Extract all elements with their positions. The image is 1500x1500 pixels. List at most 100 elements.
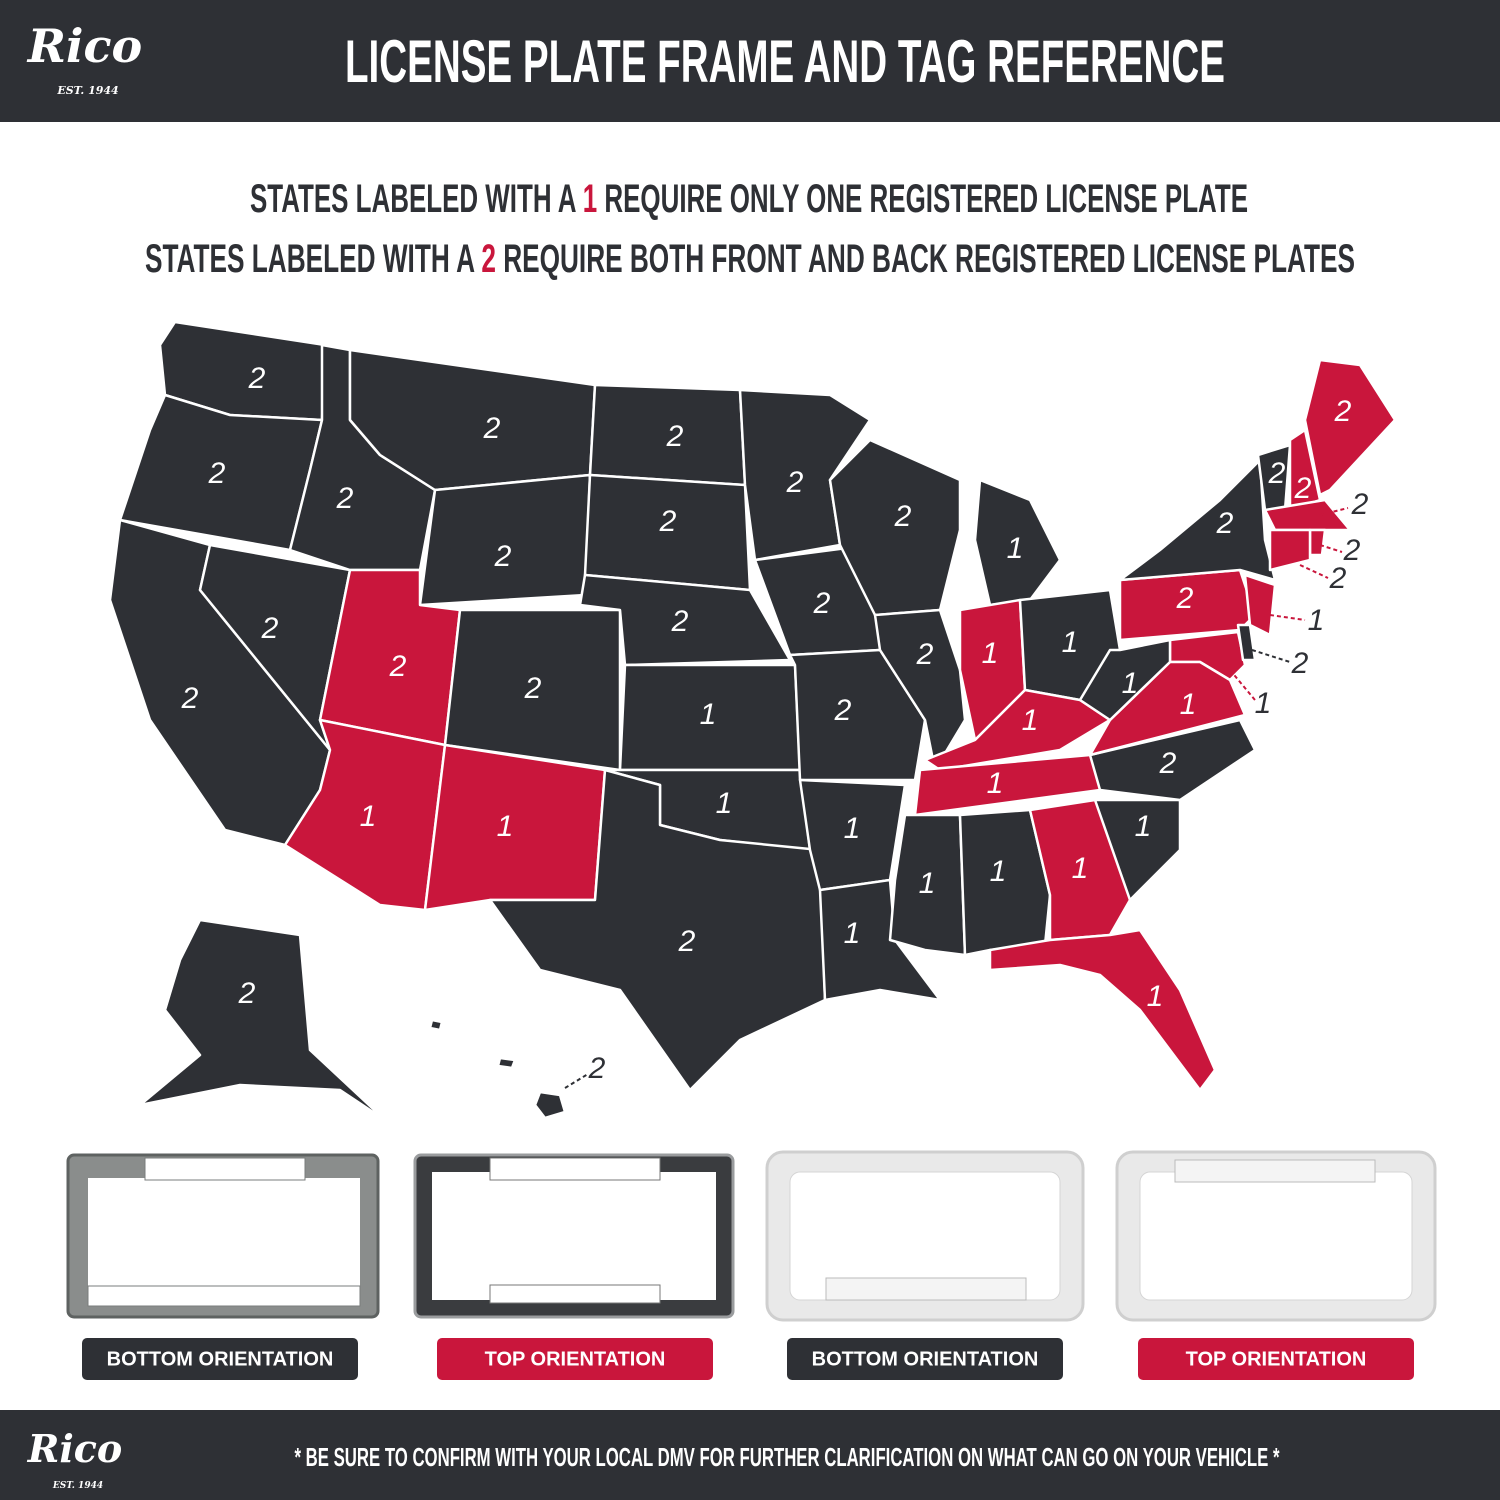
state-label: 2 <box>494 540 512 573</box>
state-label: 2 <box>483 412 501 445</box>
state-label: 2 <box>1294 472 1312 505</box>
leader-line <box>1251 649 1291 663</box>
leader-line <box>564 1073 589 1089</box>
state-shape <box>428 1018 444 1032</box>
state-label: 2 <box>336 482 354 515</box>
leader-line <box>1269 614 1306 621</box>
state-label: 1 <box>1308 604 1325 637</box>
legend-number: 1 <box>583 177 597 221</box>
state-label: 1 <box>716 787 733 820</box>
state-label: 2 <box>666 420 684 453</box>
leader-line <box>1319 507 1349 516</box>
state-label: 1 <box>1122 667 1139 700</box>
state-label: 1 <box>1072 852 1089 885</box>
state-label: 2 <box>1351 488 1369 521</box>
state-label: 2 <box>261 612 279 645</box>
frame-photo <box>66 1153 380 1319</box>
legend-text: STATES LABELED WITH A <box>250 177 576 221</box>
logo-est: EST. 1944 <box>52 1481 103 1491</box>
frame-photo <box>1115 1150 1437 1322</box>
caption: BOTTOM ORIENTATION <box>107 1348 334 1370</box>
legend-number: 2 <box>481 237 496 281</box>
state-shape <box>1093 798 1182 902</box>
state-label: 2 <box>1329 562 1347 595</box>
footer-note: * BE SURE TO CONFIRM WITH YOUR LOCAL DMV… <box>295 1442 1281 1472</box>
state-shape <box>1308 528 1327 557</box>
state-label: 1 <box>700 698 717 731</box>
state-shape <box>138 918 387 1122</box>
frame-photos <box>66 1150 1437 1322</box>
state-shape <box>496 1056 517 1070</box>
state-shape <box>423 743 607 912</box>
state-label: 2 <box>588 1052 606 1085</box>
state-label: 2 <box>1343 534 1361 567</box>
state-label: 1 <box>844 812 861 845</box>
state-label: 2 <box>1216 507 1234 540</box>
state-shape <box>1078 638 1172 722</box>
state-shape <box>1268 528 1312 572</box>
state-shape <box>1263 498 1352 532</box>
state-label: 2 <box>208 457 226 490</box>
state-shape <box>828 438 962 617</box>
state-label: 1 <box>844 917 861 950</box>
state-label: 1 <box>982 637 999 670</box>
state-shape <box>533 1090 567 1120</box>
state-shape <box>1118 458 1277 582</box>
state-label: 2 <box>1176 582 1194 615</box>
state-label: 2 <box>786 466 804 499</box>
state-shape <box>1243 573 1277 637</box>
leader-line <box>1319 544 1343 553</box>
footer-bar <box>0 1410 1500 1500</box>
state-label: 2 <box>916 638 934 671</box>
state-label: 1 <box>1147 980 1164 1013</box>
state-label: 2 <box>671 605 689 638</box>
state-label: 2 <box>834 694 852 727</box>
captions: BOTTOM ORIENTATION TOP ORIENTATION BOTTO… <box>82 1338 1414 1380</box>
state-label: 2 <box>659 505 677 538</box>
state-label: 1 <box>987 767 1004 800</box>
caption: TOP ORIENTATION <box>485 1348 666 1370</box>
caption: TOP ORIENTATION <box>1186 1348 1367 1370</box>
state-label: 1 <box>1255 687 1272 720</box>
state-label: 1 <box>1007 532 1024 565</box>
frame-photo <box>413 1153 735 1319</box>
state-label: 2 <box>894 500 912 533</box>
state-shape <box>988 928 1217 1092</box>
caption-box <box>1138 1338 1414 1380</box>
state-label: 2 <box>678 925 696 958</box>
header-bar <box>0 0 1500 122</box>
logo: Rico <box>27 1426 123 1471</box>
state-label: 1 <box>919 867 936 900</box>
logo-est: EST. 1944 <box>56 84 118 97</box>
legend-line: STATES LABELED WITH A 2 REQUIRE BOTH FRO… <box>145 237 1355 281</box>
logo: Rico <box>26 19 142 73</box>
title: LICENSE PLATE FRAME AND TAG REFERENCE <box>345 28 1225 95</box>
state-label: 1 <box>360 800 377 833</box>
state-shape <box>818 878 942 1002</box>
state-label: 2 <box>1268 457 1286 490</box>
state-shape <box>1303 358 1397 497</box>
state-label: 2 <box>248 362 266 395</box>
state-shape <box>1088 718 1257 802</box>
state-label: 1 <box>497 810 514 843</box>
state-label: 2 <box>389 650 407 683</box>
caption: BOTTOM ORIENTATION <box>812 1348 1039 1370</box>
state-shape <box>873 608 967 772</box>
state-label: 2 <box>1334 395 1352 428</box>
legend-line: STATES LABELED WITH A 1 REQUIRE ONLY ONE… <box>250 177 1248 221</box>
state-shape <box>1236 623 1257 662</box>
state-label: 1 <box>1022 704 1039 737</box>
legend-text: REQUIRE ONLY ONE REGISTERED LICENSE PLAT… <box>604 177 1248 221</box>
state-label: 1 <box>990 855 1007 888</box>
state-label: 1 <box>1135 810 1152 843</box>
caption-box <box>82 1338 358 1380</box>
state-label: 1 <box>1180 688 1197 721</box>
caption-box <box>437 1338 713 1380</box>
state-label: 2 <box>524 672 542 705</box>
state-label: 2 <box>181 682 199 715</box>
caption-box <box>787 1338 1063 1380</box>
state-label: 2 <box>813 587 831 620</box>
leader-line <box>1299 564 1329 579</box>
